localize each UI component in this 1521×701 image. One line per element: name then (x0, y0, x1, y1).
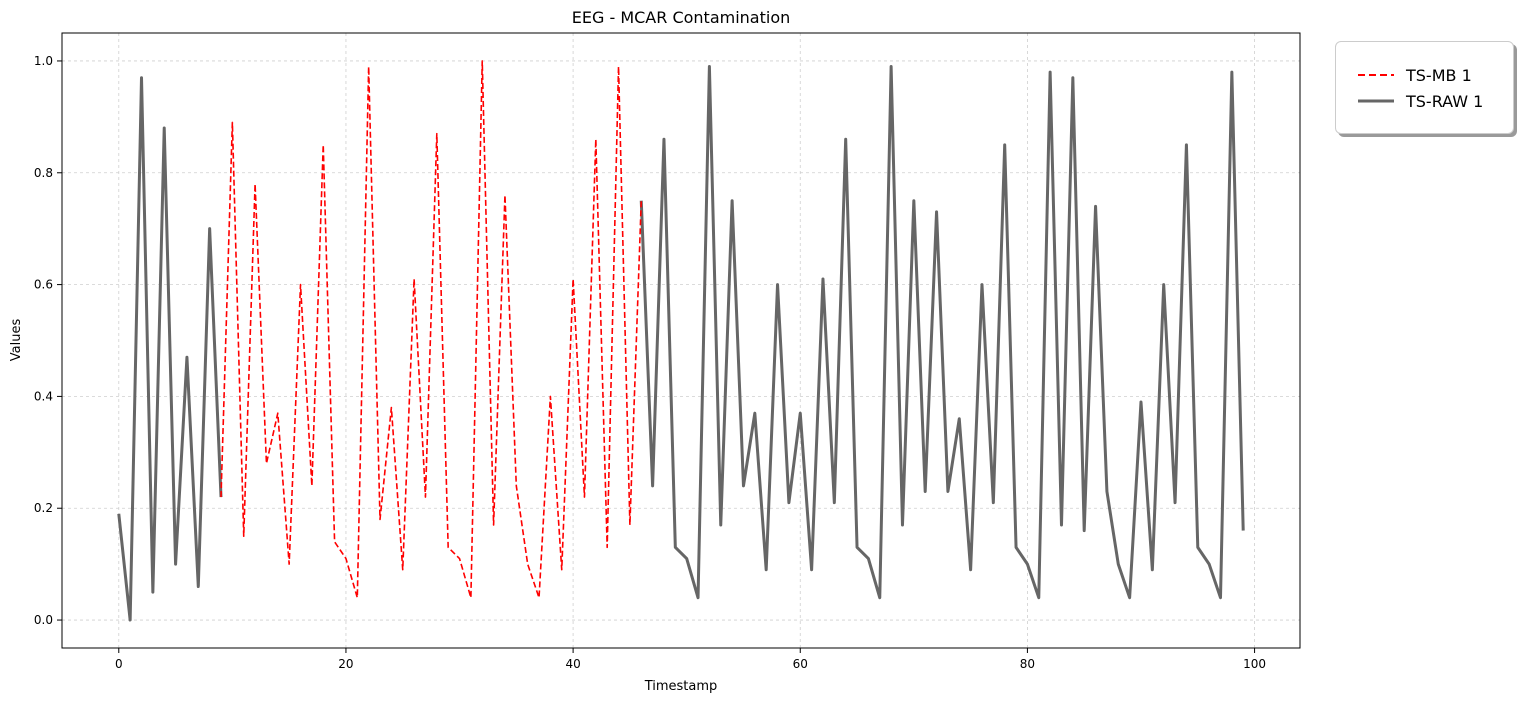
series-layer (117, 60, 1245, 622)
legend-label: TS-RAW 1 (1406, 91, 1484, 111)
y-tick-label: 1.0 (34, 54, 53, 68)
tick-labels: 0 20 40 60 80 100 0.0 0.2 0.4 0.6 0.8 1.0 (34, 54, 1266, 671)
x-tick-label: 100 (1243, 657, 1266, 671)
x-tick-label: 40 (565, 657, 580, 671)
series-line-ts-raw-1-segment (117, 76, 223, 622)
series-line-ts-raw-1-segment (639, 65, 1245, 600)
plot-frame (61, 32, 1301, 649)
chart-title: EEG - MCAR Contamination (572, 8, 791, 27)
x-tick-label: 0 (115, 657, 123, 671)
y-tick-label: 0.8 (34, 166, 53, 180)
x-tick-label: 60 (793, 657, 808, 671)
y-tick-label: 0.6 (34, 278, 53, 292)
grid (62, 33, 1300, 648)
legend: TS-MB 1 TS-RAW 1 (1335, 41, 1514, 134)
y-tick-label: 0.2 (34, 501, 53, 515)
legend-item-ts-mb-1: TS-MB 1 (1358, 63, 1472, 87)
x-tick-label: 80 (1020, 657, 1035, 671)
y-tick-label: 0.4 (34, 389, 53, 403)
series-line-ts-mb-1 (220, 60, 643, 599)
x-tick-label: 20 (338, 657, 353, 671)
x-axis-label: Timestamp (644, 679, 718, 694)
legend-item-ts-raw-1: TS-RAW 1 (1358, 89, 1483, 113)
legend-swatch-solid (1358, 99, 1394, 103)
y-axis-label: Values (9, 319, 24, 362)
y-tick-label: 0.0 (34, 613, 53, 627)
axes (57, 32, 1301, 653)
legend-label: TS-MB 1 (1406, 65, 1472, 85)
legend-swatch-dashed (1358, 73, 1394, 77)
